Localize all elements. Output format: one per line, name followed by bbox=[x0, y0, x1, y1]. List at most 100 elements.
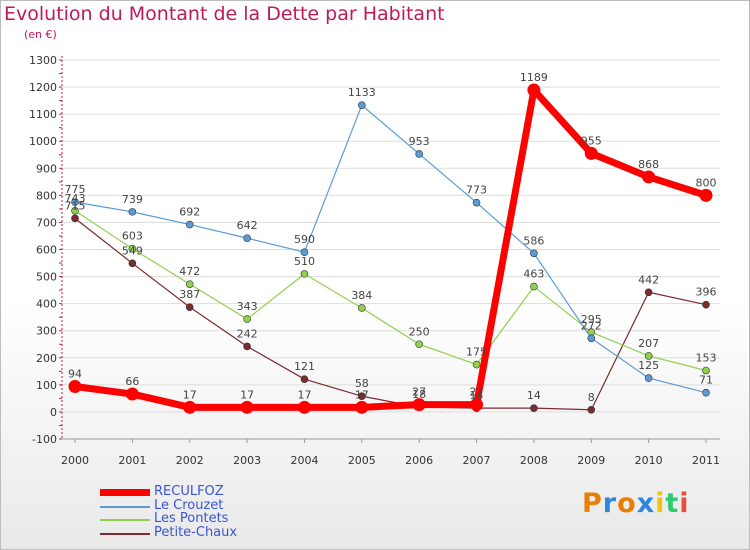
data-label: 125 bbox=[638, 359, 659, 372]
data-point bbox=[243, 342, 251, 351]
legend-label: Les Pontets bbox=[154, 511, 229, 526]
x-tick-label: 2010 bbox=[635, 454, 663, 467]
y-tick-label: 1000 bbox=[29, 135, 57, 148]
data-label: 775 bbox=[65, 183, 86, 196]
logo-letter: r bbox=[602, 488, 618, 519]
data-point bbox=[412, 398, 426, 412]
data-label: 71 bbox=[699, 374, 713, 387]
data-point bbox=[300, 248, 309, 257]
data-point bbox=[470, 398, 484, 412]
y-tick-label: 1100 bbox=[29, 108, 57, 121]
data-point bbox=[185, 303, 194, 311]
data-point bbox=[699, 188, 713, 202]
data-point bbox=[644, 374, 653, 382]
data-label: 510 bbox=[294, 255, 315, 268]
data-point bbox=[587, 334, 596, 343]
data-label: 27 bbox=[470, 386, 484, 399]
data-point bbox=[527, 83, 541, 97]
x-tick-label: 2011 bbox=[692, 454, 720, 467]
legend-label: RECULFOZ bbox=[154, 484, 224, 499]
data-label: 242 bbox=[237, 327, 258, 340]
logo-letter: x bbox=[636, 488, 656, 519]
data-point bbox=[472, 198, 481, 207]
data-point bbox=[243, 315, 251, 323]
data-point bbox=[240, 400, 254, 414]
x-tick-label: 2006 bbox=[405, 454, 433, 467]
data-point bbox=[71, 198, 79, 206]
data-label: 743 bbox=[65, 192, 86, 205]
data-label: 295 bbox=[581, 313, 602, 326]
data-label: 586 bbox=[523, 234, 544, 247]
data-label: 121 bbox=[294, 360, 315, 373]
data-point bbox=[297, 400, 311, 414]
legend-swatch bbox=[100, 519, 150, 521]
y-tick-label: 100 bbox=[36, 379, 57, 392]
data-point bbox=[530, 249, 538, 258]
data-point bbox=[472, 360, 481, 369]
y-tick-label: 500 bbox=[36, 271, 57, 284]
data-point bbox=[530, 282, 538, 291]
data-point bbox=[587, 405, 596, 414]
x-tick-label: 2004 bbox=[290, 454, 318, 467]
data-label: 1133 bbox=[348, 86, 376, 99]
data-label: 590 bbox=[294, 233, 315, 246]
data-label: 396 bbox=[696, 286, 717, 299]
y-tick-label: 200 bbox=[36, 352, 57, 365]
data-label: 955 bbox=[581, 134, 602, 147]
data-point bbox=[185, 280, 194, 288]
data-label: 868 bbox=[638, 158, 659, 171]
data-point bbox=[415, 340, 423, 349]
y-tick-label: 600 bbox=[36, 244, 57, 257]
legend-swatch bbox=[100, 532, 150, 535]
data-label: 207 bbox=[638, 337, 659, 350]
data-point bbox=[300, 270, 309, 278]
page-subtitle: (en €) bbox=[24, 28, 57, 41]
data-point bbox=[128, 259, 137, 268]
x-tick-label: 2001 bbox=[118, 454, 146, 467]
data-label: 603 bbox=[122, 230, 143, 243]
data-label: 17 bbox=[355, 388, 369, 401]
data-point bbox=[183, 400, 197, 414]
data-label: 94 bbox=[68, 367, 82, 380]
y-tick-label: 1300 bbox=[29, 54, 57, 67]
x-tick-label: 2002 bbox=[176, 454, 204, 467]
y-tick-label: 800 bbox=[36, 189, 57, 202]
y-tick-label: -100 bbox=[32, 433, 57, 446]
data-label: 1189 bbox=[520, 71, 548, 84]
data-label: 387 bbox=[179, 288, 200, 301]
data-label: 442 bbox=[638, 273, 659, 286]
data-point bbox=[125, 387, 139, 401]
data-label: 66 bbox=[125, 375, 139, 388]
data-point bbox=[185, 220, 194, 229]
legend-label: Petite-Chaux bbox=[154, 524, 238, 540]
series-line-les-pontets bbox=[74, 210, 707, 372]
x-tick-label: 2003 bbox=[233, 454, 261, 467]
data-point bbox=[530, 404, 538, 412]
legend-label: Le Crouzet bbox=[154, 497, 224, 513]
data-point bbox=[128, 244, 137, 253]
line-chart: -100 0 100 200 300 400 500 600 700 800 900 1000 1100… bbox=[29, 54, 720, 467]
data-label: 17 bbox=[183, 388, 197, 401]
data-label: 18 bbox=[412, 388, 426, 401]
logo-letter: i bbox=[655, 488, 666, 519]
y-tick-label: 700 bbox=[36, 216, 57, 229]
data-point bbox=[702, 388, 710, 397]
data-label: 8 bbox=[588, 391, 595, 404]
data-label: 642 bbox=[237, 219, 258, 232]
y-tick-label: 300 bbox=[36, 325, 57, 338]
data-label: 953 bbox=[409, 135, 430, 148]
data-point bbox=[358, 101, 366, 110]
data-label: 472 bbox=[179, 265, 200, 278]
data-label: 715 bbox=[65, 199, 86, 212]
logo-letter: P bbox=[582, 488, 603, 519]
data-label: 384 bbox=[351, 289, 372, 302]
data-point bbox=[300, 375, 309, 383]
page-title: Evolution du Montant de la Dette par Hab… bbox=[4, 3, 445, 25]
series-line-reculfoz bbox=[71, 86, 710, 411]
logo-letter: t bbox=[665, 488, 680, 519]
data-point bbox=[415, 150, 423, 158]
proxiti-logo: Proxiti bbox=[582, 488, 690, 519]
logo-letter: o bbox=[617, 488, 637, 519]
data-label: 153 bbox=[696, 352, 717, 365]
